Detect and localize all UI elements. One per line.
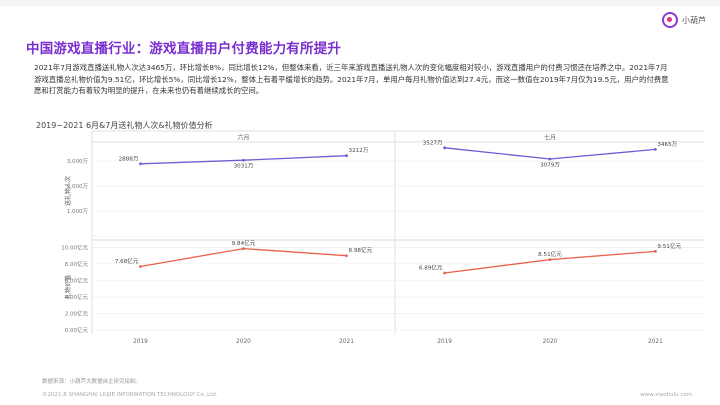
data-label: 7.68亿元	[115, 257, 139, 265]
data-label: 3465万	[657, 141, 677, 148]
y-axis-title: 礼物价值	[64, 275, 72, 299]
data-point	[443, 271, 446, 275]
data-label: 3031万	[234, 163, 254, 170]
x-tick-label: 2021	[339, 339, 354, 345]
data-point	[548, 157, 552, 161]
series-line	[444, 147, 656, 160]
y-tick-label: 6.00亿元	[65, 276, 89, 284]
panel-label: 七月	[544, 134, 556, 142]
data-label: 8.98亿元	[349, 246, 373, 254]
data-label: 6.89亿元	[419, 264, 443, 272]
data-label: 8.51亿元	[538, 250, 562, 258]
y-tick-label: 1,000万	[67, 208, 89, 215]
data-point	[242, 247, 245, 251]
x-tick-label: 2020	[236, 339, 251, 345]
x-tick-label: 2019	[437, 339, 452, 345]
data-label: 3079万	[540, 162, 560, 169]
top-bar	[0, 0, 720, 6]
data-point	[345, 154, 348, 158]
brand-logo: 小葫芦	[662, 12, 706, 28]
y-tick-label: 8.00亿元	[65, 260, 89, 268]
y-axis-title: 送礼物人次	[64, 176, 72, 206]
data-point	[345, 254, 348, 258]
y-tick-label: 2.00亿元	[65, 309, 89, 317]
panel-label: 六月	[237, 134, 249, 142]
y-tick-label: 2,000万	[67, 183, 89, 190]
data-point	[654, 249, 657, 253]
page-title: 中国游戏直播行业：游戏直播用户付费能力有所提升	[26, 41, 342, 57]
y-tick-label: 0.00亿元	[65, 326, 89, 334]
y-tick-label: 3,000万	[67, 158, 89, 165]
x-tick-label: 2021	[648, 339, 663, 345]
y-tick-label: 10.00亿元	[61, 243, 88, 251]
gourd-logo-icon	[662, 12, 678, 28]
y-tick-label: 4.00亿元	[65, 293, 89, 301]
data-point	[139, 265, 142, 268]
data-point	[548, 258, 552, 262]
data-label: 9.84亿元	[232, 239, 256, 247]
data-point	[242, 158, 245, 162]
footer-copyright: ©2021.8 SHANGHAI LIUJIE INFORMATION TECH…	[42, 392, 218, 398]
data-label: 2888万	[119, 155, 139, 162]
x-tick-label: 2020	[543, 339, 558, 345]
logo-text: 小葫芦	[682, 15, 706, 25]
chart-title: 2019~2021 6月&7月送礼物人次&礼物价值分析	[36, 121, 213, 130]
data-label: 9.51亿元	[657, 242, 681, 250]
data-point	[443, 146, 446, 150]
footer-source: 数据来源：小葫芦大数据自主研究绘制。	[42, 379, 142, 385]
data-label: 3527万	[423, 139, 443, 146]
footer-url: www.xiaohulu.com	[640, 392, 692, 398]
data-point	[654, 147, 657, 151]
data-label: 3212万	[349, 147, 369, 154]
x-tick-label: 2019	[133, 339, 148, 345]
data-point	[139, 162, 142, 166]
body-paragraph: 2021年7月游戏直播送礼物人次达3465万，环比增长8%，同比增长12%，但整…	[34, 63, 669, 96]
